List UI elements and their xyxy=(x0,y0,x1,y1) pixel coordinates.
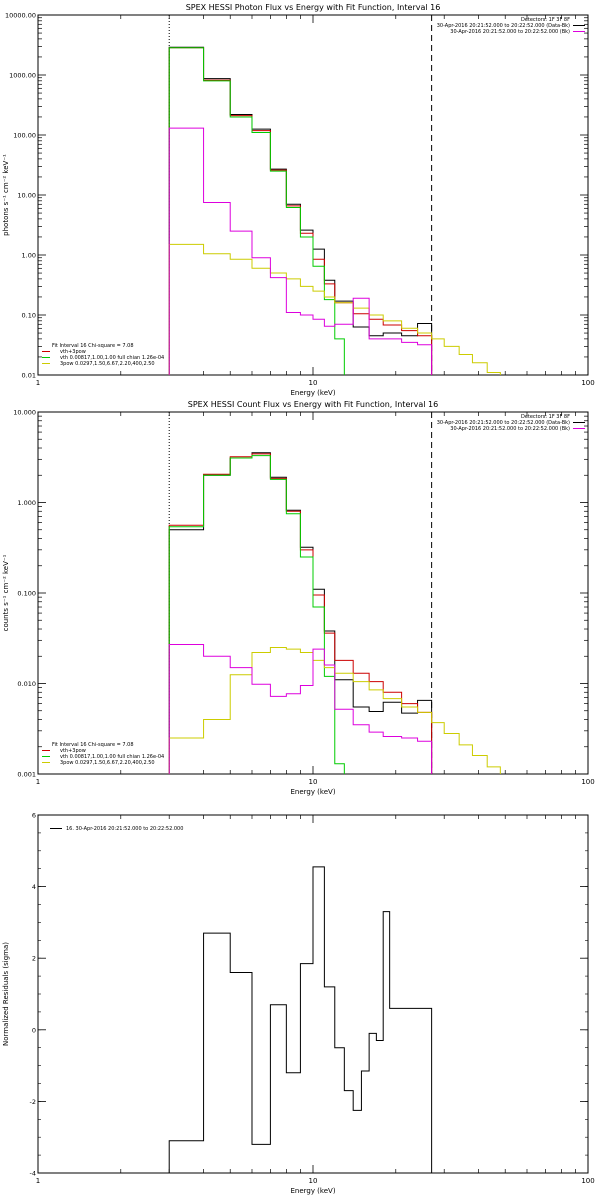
legend-top-label: 30-Apr-2016 20:21:52.000 to 20:22:52.000… xyxy=(437,23,570,29)
legend-bottom-label: vth 0.00817,1.00,1.00 full chian 1.26e-0… xyxy=(60,355,164,361)
legend-bottom-label: vth 0.00817,1.00,1.00 full chian 1.26e-0… xyxy=(60,754,164,760)
y-tick-label: -2 xyxy=(30,1098,36,1106)
series-vth-3pow xyxy=(168,453,433,774)
y-tick-label: 0 xyxy=(32,1026,36,1034)
x-tick-label: 100 xyxy=(581,778,594,786)
legend-top-label: 16. 30-Apr-2016 20:21:52.000 to 20:22:52… xyxy=(66,826,183,832)
y-tick-label: 1.00 xyxy=(22,252,36,260)
chart-title: SPEX HESSI Count Flux vs Energy with Fit… xyxy=(188,400,439,409)
x-tick-label: 10 xyxy=(309,1177,318,1185)
x-tick-label: 100 xyxy=(581,1177,594,1185)
legend-top-label: 30-Apr-2016 20:21:52.000 to 20:22:52.000… xyxy=(437,420,570,426)
legend-top-label: Detectors: 1F 3F 8F xyxy=(521,414,570,420)
series-group xyxy=(168,46,501,375)
x-axis-label: Energy (keV) xyxy=(290,1187,335,1195)
plot-frame xyxy=(37,14,589,376)
legend-bottom-label: 3pow 0.0297,1.50,6.67,2.20,400,2.50 xyxy=(60,361,155,367)
x-tick-label: 1 xyxy=(36,778,40,786)
series-16-30-apr-2016-20-21-52-000-to-20-22-52-000 xyxy=(168,866,433,1173)
legend-bottom-label: Fit Interval 16 Chi-square = 7.08 xyxy=(52,742,134,748)
chart-panel-2: SPEX HESSI Count Flux vs Energy with Fit… xyxy=(2,400,595,796)
x-axis-label: Energy (keV) xyxy=(290,389,335,397)
y-tick-label: 0.010 xyxy=(17,680,36,688)
series-vth xyxy=(168,47,345,375)
y-tick-label: -4 xyxy=(30,1170,36,1178)
y-tick-label: 0.001 xyxy=(17,771,36,779)
y-tick-label: 4 xyxy=(32,883,36,891)
y-tick-label: 2 xyxy=(32,955,36,963)
x-tick-label: 10 xyxy=(309,778,318,786)
legend-top-label: 30-Apr-2016 20:21:52.000 to 20:22:52.000… xyxy=(450,29,570,35)
y-tick-label: 1.000 xyxy=(17,499,36,507)
x-tick-label: 100 xyxy=(581,379,594,387)
y-axis-label: photons s⁻¹ cm⁻² keV⁻¹ xyxy=(2,154,10,236)
chart-panel-3: 1 10 100 -4 -2 0 2 4 6 Energy (keV) Normalized Res… xyxy=(2,812,595,1196)
series-group xyxy=(168,866,433,1173)
legend-bottom-label: vth+3pow xyxy=(60,748,86,754)
series-bk xyxy=(168,127,433,375)
chart-panel-1: SPEX HESSI Photon Flux vs Energy with Fi… xyxy=(2,3,595,397)
series-group xyxy=(168,452,501,774)
series-bk xyxy=(168,643,433,774)
x-axis-label: Energy (keV) xyxy=(290,788,335,796)
y-tick-label: 6 xyxy=(32,812,36,820)
x-tick-label: 1 xyxy=(36,379,40,387)
x-tick-label: 1 xyxy=(36,1177,40,1185)
legend-bottom-label: vth+3pow xyxy=(60,349,86,355)
y-tick-label: 0.01 xyxy=(22,372,36,380)
series-data-bk xyxy=(168,46,433,375)
y-tick-label: 10.00 xyxy=(17,192,36,200)
chart-title: SPEX HESSI Photon Flux vs Energy with Fi… xyxy=(186,3,441,12)
x-tick-label: 10 xyxy=(309,379,318,387)
y-axis-label: Normalized Residuals (sigma) xyxy=(2,942,10,1046)
y-tick-label: 10000.00 xyxy=(5,12,36,20)
y-tick-label: 1000.00 xyxy=(9,72,36,80)
series-3pow xyxy=(168,646,501,774)
legend-bottom-label: 3pow 0.0297,1.50,6.67,2.20,400,2.50 xyxy=(60,760,155,766)
series-vth-3pow xyxy=(168,47,433,375)
legend-bottom-label: Fit Interval 16 Chi-square = 7.08 xyxy=(52,343,134,349)
y-tick-label: 0.100 xyxy=(17,590,36,598)
legend-top-label: Detectors: 1F 3F 8F xyxy=(521,17,570,23)
y-tick-label: 10.000 xyxy=(13,409,36,417)
series-vth xyxy=(168,455,345,774)
series-data-bk xyxy=(168,452,433,774)
y-tick-label: 0.10 xyxy=(22,312,36,320)
legend-top-label: 30-Apr-2016 20:21:52.000 to 20:22:52.000… xyxy=(450,426,570,432)
y-axis-label: counts s⁻¹ cm⁻² keV⁻¹ xyxy=(2,554,10,631)
y-tick-label: 100.00 xyxy=(13,132,36,140)
